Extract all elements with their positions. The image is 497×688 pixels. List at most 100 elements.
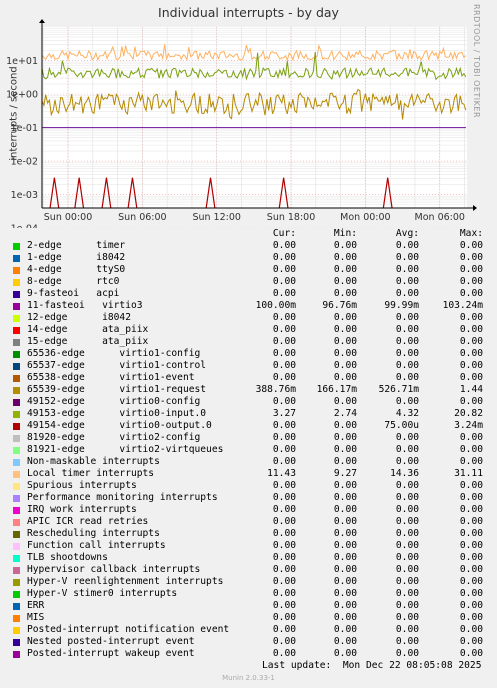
legend-max: 20.82	[454, 408, 483, 419]
legend-max: 0.00	[459, 516, 483, 527]
legend-row: MIS 0.00 0.00 0.00 0.00	[0, 612, 497, 624]
legend-swatch	[13, 291, 20, 298]
legend-label: 9-fasteoi acpi	[27, 288, 120, 299]
legend-cur: 0.00	[272, 600, 296, 611]
legend-max: 0.00	[459, 372, 483, 383]
legend-swatch	[13, 483, 20, 490]
y-tick-label: 1e-03	[11, 190, 38, 201]
legend-cur: 0.00	[272, 456, 296, 467]
legend-label: Posted-interrupt wakeup event	[27, 648, 195, 659]
legend-row: TLB shootdowns 0.00 0.00 0.00 0.00	[0, 552, 497, 564]
x-tick-label: Sun 12:00	[192, 212, 240, 223]
legend-avg: 0.00	[395, 360, 419, 371]
legend-label: 81921-edge virtio2-virtqueues	[27, 444, 224, 455]
legend-label: 11-fasteoi virtio3	[27, 300, 143, 311]
legend-max: 0.00	[459, 276, 483, 287]
legend-cur: 0.00	[272, 252, 296, 263]
legend-min: 0.00	[333, 480, 357, 491]
legend-row: ERR 0.00 0.00 0.00 0.00	[0, 600, 497, 612]
legend-row: Hypervisor callback interrupts 0.00 0.00 0.…	[0, 564, 497, 576]
legend-max: 0.00	[459, 624, 483, 635]
spike-mark	[205, 177, 216, 209]
legend-min: 0.00	[333, 288, 357, 299]
legend-max: 0.00	[459, 336, 483, 347]
legend-cur: 0.00	[272, 288, 296, 299]
legend-max: 0.00	[459, 504, 483, 515]
legend-cur: 0.00	[272, 528, 296, 539]
legend-avg: 0.00	[395, 576, 419, 587]
legend-max: 0.00	[459, 492, 483, 503]
legend-cur: 0.00	[272, 432, 296, 443]
legend-row: 49152-edge virtio0-config 0.00 0.00 0.00 0.0…	[0, 396, 497, 408]
legend-row: Nested posted-interrupt event 0.00 0.00 0.0…	[0, 636, 497, 648]
legend-label: Spurious interrupts	[27, 480, 137, 491]
legend-max: 0.00	[459, 576, 483, 587]
legend-avg: 75.00u	[384, 420, 419, 431]
legend-max: 0.00	[459, 480, 483, 491]
legend-max: 0.00	[459, 240, 483, 251]
legend-label: 65537-edge virtio1-control	[27, 360, 207, 371]
legend-avg: 99.99m	[384, 300, 419, 311]
legend-avg: 0.00	[395, 480, 419, 491]
legend-row: 49154-edge virtio0-output.0 0.00 0.00 75.00…	[0, 420, 497, 432]
x-axis-arrow	[473, 205, 477, 211]
legend-label: 49154-edge virtio0-output.0	[27, 420, 212, 431]
legend-max: 31.11	[454, 468, 483, 479]
legend-row: Rescheduling interrupts 0.00 0.00 0.00 0.00	[0, 528, 497, 540]
legend-row: Function call interrupts 0.00 0.00 0.00 0.00	[0, 540, 497, 552]
legend-swatch	[13, 351, 20, 358]
legend-row: 65536-edge virtio1-config 0.00 0.00 0.00 0.0…	[0, 348, 497, 360]
legend-max: 0.00	[459, 288, 483, 299]
legend-max: 0.00	[459, 564, 483, 575]
legend-avg: 0.00	[395, 456, 419, 467]
legend-label: 81920-edge virtio2-config	[27, 432, 201, 443]
legend-cur: 11.43	[267, 468, 296, 479]
legend-max: 0.00	[459, 528, 483, 539]
legend-max: 0.00	[459, 396, 483, 407]
legend-avg: 0.00	[395, 516, 419, 527]
munin-version: Munin 2.0.33-1	[222, 674, 275, 682]
y-tick-label: 1e-01	[11, 123, 38, 134]
legend-min: 0.00	[333, 264, 357, 275]
legend-swatch	[13, 495, 20, 502]
legend-swatch	[13, 639, 20, 646]
legend-cur: 0.00	[272, 636, 296, 647]
legend-label: Performance monitoring interrupts	[27, 492, 218, 503]
legend-avg: 0.00	[395, 264, 419, 275]
legend-cur: 0.00	[272, 648, 296, 659]
legend-label: 14-edge ata_piix	[27, 324, 149, 335]
legend-avg: 4.32	[395, 408, 419, 419]
last-update: Last update: Mon Dec 22 08:05:08 2025	[262, 660, 482, 671]
legend-cur: 0.00	[272, 348, 296, 359]
legend-swatch	[13, 615, 20, 622]
legend-min: 0.00	[333, 240, 357, 251]
legend-cur: 0.00	[272, 480, 296, 491]
legend-max: 0.00	[459, 264, 483, 275]
legend-row: 81920-edge virtio2-config 0.00 0.00 0.00 0.0…	[0, 432, 497, 444]
legend-avg: 0.00	[395, 252, 419, 263]
legend-swatch	[13, 387, 20, 394]
series-layer	[41, 43, 467, 209]
legend-max: 0.00	[459, 552, 483, 563]
legend-max: 103.24m	[442, 300, 483, 311]
legend-row: Hyper-V stimer0 interrupts 0.00 0.00 0.00 0.…	[0, 588, 497, 600]
legend-swatch	[13, 471, 20, 478]
legend-label: Hypervisor callback interrupts	[27, 564, 201, 575]
legend-max: 0.00	[459, 432, 483, 443]
legend-cur: 0.00	[272, 360, 296, 371]
spike-mark	[49, 177, 60, 209]
legend-avg: 0.00	[395, 564, 419, 575]
legend-cur: 0.00	[272, 540, 296, 551]
legend-avg: 0.00	[395, 504, 419, 515]
legend-cur: 0.00	[272, 576, 296, 587]
legend-min: 0.00	[333, 252, 357, 263]
legend-avg: 0.00	[395, 648, 419, 659]
legend-row: APIC ICR read retries 0.00 0.00 0.00 0.00	[0, 516, 497, 528]
legend-row: Hyper-V reenlightenment interrupts 0.00 0.…	[0, 576, 497, 588]
y-tick-label: 1e+01	[6, 56, 38, 67]
legend-min: 0.00	[333, 348, 357, 359]
legend-cur: 0.00	[272, 324, 296, 335]
legend-row: 12-edge i8042 0.00 0.00 0.00 0.00	[0, 312, 497, 324]
legend-label: TLB shootdowns	[27, 552, 108, 563]
legend-cur: 0.00	[272, 276, 296, 287]
